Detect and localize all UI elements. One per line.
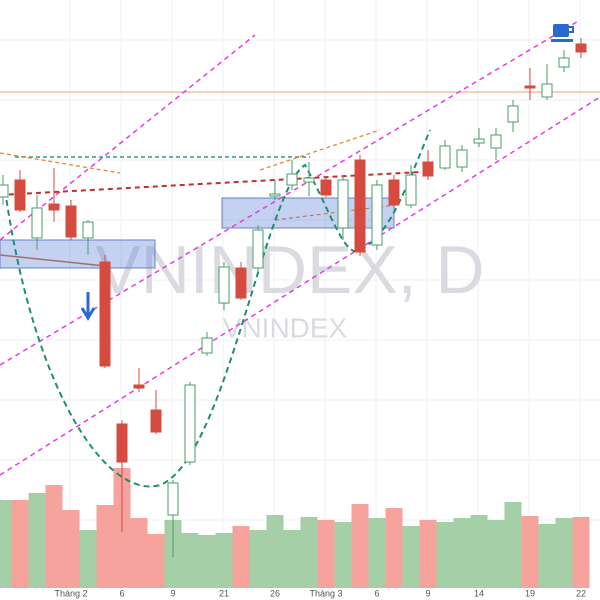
volume-bar [334, 522, 352, 588]
x-tick-label: 21 [219, 588, 229, 598]
watermark-title: VNINDEX, D [95, 232, 484, 308]
candle-body [439, 145, 451, 169]
candle-body [48, 203, 60, 211]
channel-line [0, 19, 581, 366]
candle-body [456, 149, 468, 168]
volume-bar [300, 517, 318, 588]
volume-bar [130, 518, 148, 588]
candle-body [235, 267, 247, 299]
volume-bar [436, 522, 454, 588]
zone-box [221, 197, 395, 229]
volume-bar [215, 533, 233, 588]
volume-bar [28, 493, 46, 588]
candle-body [31, 207, 43, 239]
volume-bar [62, 510, 80, 588]
candle-body [65, 205, 77, 238]
candle-body [388, 179, 400, 206]
candle-body [0, 184, 9, 198]
volume-bar [198, 535, 216, 588]
candle-body [252, 229, 264, 269]
x-tick-label: Tháng 3 [309, 588, 342, 598]
candle-body [14, 179, 26, 211]
arrow-icon [80, 292, 96, 321]
volume-bar [0, 500, 12, 588]
trend-line [0, 152, 121, 174]
x-tick-label: 26 [270, 588, 280, 598]
x-tick-label: 9 [170, 588, 175, 598]
coffee-icon [551, 24, 574, 42]
candle-body [320, 179, 332, 196]
candle-body [303, 177, 315, 183]
candle-body [150, 409, 162, 433]
volume-layer [0, 468, 590, 588]
channel-line [0, 34, 256, 241]
volume-bar [487, 520, 505, 588]
candle-body [558, 57, 570, 68]
candle-body [524, 85, 536, 89]
volume-bar [232, 526, 250, 588]
watermark-subtitle: VNINDEX [223, 312, 348, 343]
candle-body [99, 261, 111, 367]
volume-bar [555, 518, 573, 588]
x-tick-label: 14 [474, 588, 484, 598]
volume-bar [283, 530, 301, 588]
candle-body [116, 423, 128, 463]
volume-bar [521, 516, 539, 588]
trend-line [0, 171, 421, 196]
volume-bar [385, 508, 403, 588]
candle-body [286, 173, 298, 186]
volume-bar [470, 515, 488, 588]
volume-bar [249, 530, 267, 588]
candle-body [269, 193, 281, 197]
candle-body [133, 384, 145, 389]
volume-bar [181, 533, 199, 588]
volume-bar [147, 534, 165, 588]
channel-line [0, 96, 600, 476]
volume-bar [317, 520, 335, 588]
volume-bar [351, 504, 369, 588]
volume-bar [79, 530, 97, 588]
x-tick-label: 19 [525, 588, 535, 598]
candle-body [218, 266, 230, 304]
volume-bar [572, 517, 590, 588]
candle-layer [0, 38, 587, 557]
volume-bar [45, 485, 63, 588]
volume-bar [96, 505, 114, 588]
x-tick-label: 9 [425, 588, 430, 598]
volume-bar [266, 515, 284, 588]
candle-body [184, 384, 196, 463]
candle-body [575, 43, 587, 53]
candle-body [507, 105, 519, 123]
trend-line [259, 129, 381, 171]
volume-bar [419, 520, 437, 588]
volume-bar [11, 500, 29, 588]
x-tick-label: Tháng 2 [54, 588, 87, 598]
candle-body [201, 337, 213, 354]
candle-body [541, 83, 553, 98]
candle-body [422, 161, 434, 177]
candle-body [82, 221, 94, 239]
volume-bar [368, 518, 386, 588]
candle-body [473, 138, 485, 144]
candle-body [337, 179, 349, 229]
volume-bar [402, 526, 420, 588]
candle-body [490, 134, 502, 149]
x-tick-label: 6 [374, 588, 379, 598]
trend-line [0, 254, 106, 267]
x-tick-label: 22 [576, 588, 586, 598]
x-tick-label: 6 [119, 588, 124, 598]
candle-body [167, 482, 179, 516]
volume-bar [453, 518, 471, 588]
candle-body [354, 159, 366, 253]
candle-body [405, 174, 417, 206]
volume-bar [538, 524, 556, 588]
volume-bar [504, 502, 522, 588]
candle-body [371, 184, 383, 246]
